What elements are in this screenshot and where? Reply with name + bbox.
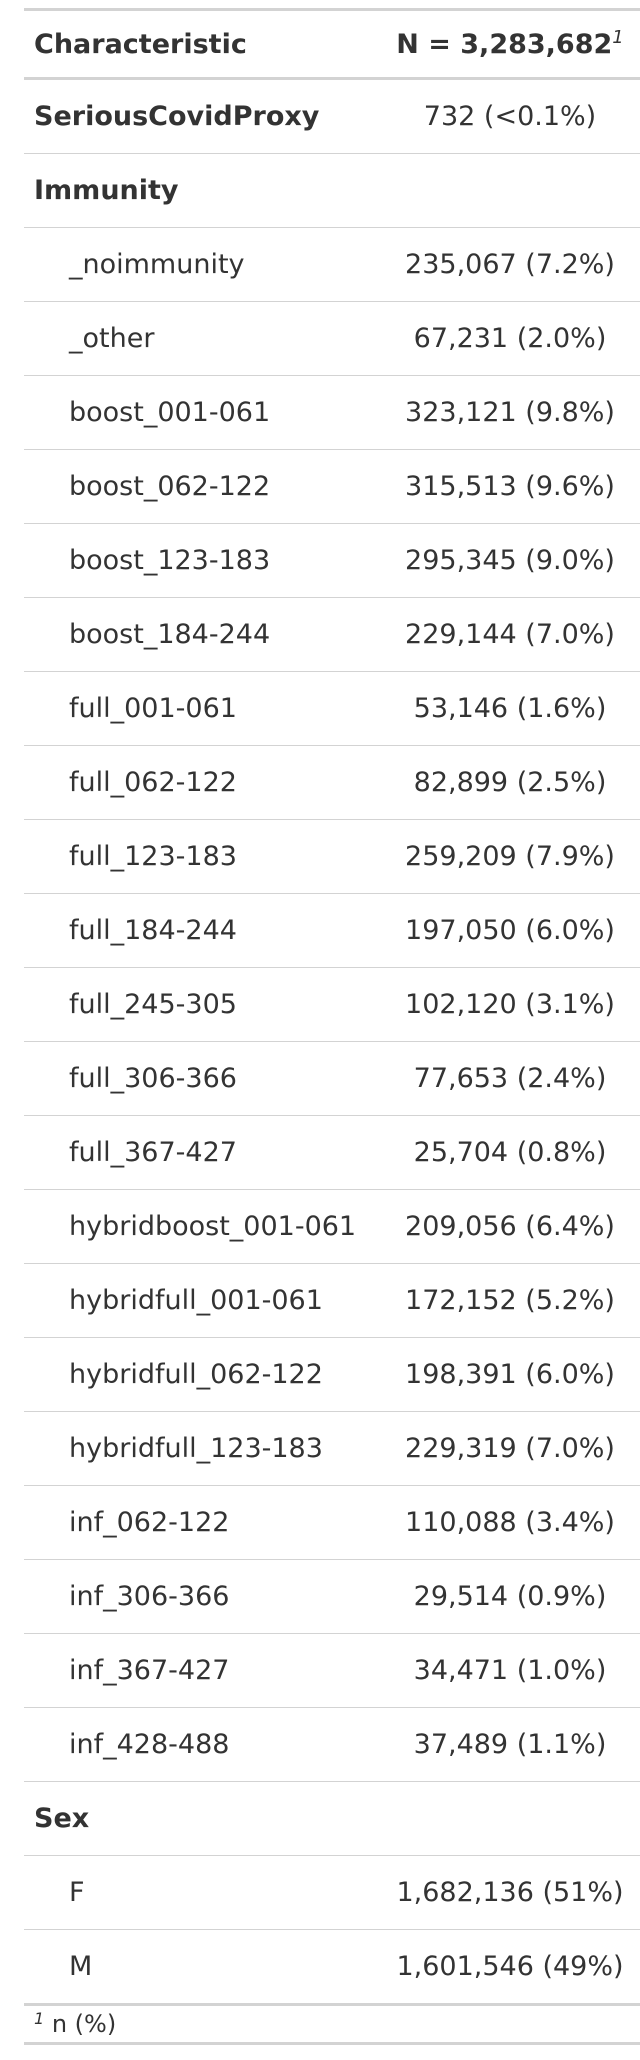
- level-row: hybridfull_062-122 198,391 (6.0%): [24, 1338, 640, 1412]
- n-column-header: N = 3,283,6821: [380, 10, 640, 79]
- level-row: inf_367-427 34,471 (1.0%): [24, 1634, 640, 1708]
- count-percent-value: 1,682,136 (51%): [396, 1877, 624, 1908]
- count-percent-value: 229,319 (7.0%): [405, 1433, 615, 1464]
- count-percent-value: 102,120 (3.1%): [405, 989, 615, 1020]
- summary-table: Characteristic N = 3,283,6821 SeriousCov…: [24, 8, 640, 2045]
- count-percent-value: 197,050 (6.0%): [405, 915, 615, 946]
- level-row: full_123-183 259,209 (7.9%): [24, 820, 640, 894]
- level-label: hybridfull_001-061: [69, 1285, 323, 1316]
- level-row: M 1,601,546 (49%): [24, 1930, 640, 2005]
- level-label: _noimmunity: [69, 249, 245, 280]
- variable-row: Immunity: [24, 154, 640, 228]
- count-percent-value: 295,345 (9.0%): [405, 545, 615, 576]
- level-label: boost_184-244: [69, 619, 271, 650]
- level-label: inf_062-122: [69, 1507, 230, 1538]
- level-label: _other: [69, 323, 155, 354]
- count-percent-value: 732 (<0.1%): [423, 101, 597, 132]
- level-label: full_184-244: [69, 915, 237, 946]
- count-percent-value: 323,121 (9.8%): [405, 397, 615, 428]
- level-row: hybridboost_001-061 209,056 (6.4%): [24, 1190, 640, 1264]
- count-percent-value: 209,056 (6.4%): [405, 1211, 615, 1242]
- level-row: boost_184-244 229,144 (7.0%): [24, 598, 640, 672]
- count-percent-value: 29,514 (0.9%): [413, 1581, 607, 1612]
- level-row: full_184-244 197,050 (6.0%): [24, 894, 640, 968]
- level-row: _other 67,231 (2.0%): [24, 302, 640, 376]
- level-row: full_367-427 25,704 (0.8%): [24, 1116, 640, 1190]
- level-label: inf_306-366: [69, 1581, 230, 1612]
- count-percent-value: 229,144 (7.0%): [405, 619, 615, 650]
- variable-row: Sex: [24, 1782, 640, 1856]
- variable-label: SeriousCovidProxy: [34, 101, 320, 132]
- level-row: full_306-366 77,653 (2.4%): [24, 1042, 640, 1116]
- count-percent-value: 235,067 (7.2%): [405, 249, 615, 280]
- table-footer: 1 n (%): [24, 2005, 640, 2044]
- count-percent-value: 67,231 (2.0%): [413, 323, 607, 354]
- count-percent-value: 172,152 (5.2%): [405, 1285, 615, 1316]
- summary-table-container: Characteristic N = 3,283,6821 SeriousCov…: [24, 8, 640, 2045]
- level-row: full_001-061 53,146 (1.6%): [24, 672, 640, 746]
- footnote-row: 1 n (%): [24, 2005, 640, 2044]
- level-row: F 1,682,136 (51%): [24, 1856, 640, 1930]
- n-footnote-mark: 1: [612, 26, 624, 48]
- footnote-mark: 1: [34, 2009, 45, 2028]
- n-total-label: N = 3,283,682: [396, 28, 613, 60]
- level-row: _noimmunity 235,067 (7.2%): [24, 228, 640, 302]
- count-percent-value: 37,489 (1.1%): [413, 1729, 607, 1760]
- characteristic-column-header: Characteristic: [34, 28, 247, 60]
- level-label: M: [69, 1951, 93, 1982]
- level-row: hybridfull_001-061 172,152 (5.2%): [24, 1264, 640, 1338]
- count-percent-value: 25,704 (0.8%): [413, 1137, 607, 1168]
- level-row: inf_062-122 110,088 (3.4%): [24, 1486, 640, 1560]
- count-percent-value: 259,209 (7.9%): [405, 841, 615, 872]
- level-label: full_123-183: [69, 841, 237, 872]
- level-label: F: [69, 1877, 85, 1908]
- level-row: hybridfull_123-183 229,319 (7.0%): [24, 1412, 640, 1486]
- level-label: boost_001-061: [69, 397, 271, 428]
- level-label: boost_123-183: [69, 545, 271, 576]
- level-label: boost_062-122: [69, 471, 271, 502]
- count-percent-value: 1,601,546 (49%): [396, 1951, 624, 1982]
- level-label: hybridfull_123-183: [69, 1433, 323, 1464]
- level-label: full_306-366: [69, 1063, 237, 1094]
- header-row: Characteristic N = 3,283,6821: [24, 9, 640, 79]
- level-row: full_245-305 102,120 (3.1%): [24, 968, 640, 1042]
- level-label: inf_428-488: [69, 1729, 230, 1760]
- count-percent-value: 82,899 (2.5%): [413, 767, 607, 798]
- level-row: inf_428-488 37,489 (1.1%): [24, 1708, 640, 1782]
- level-row: boost_001-061 323,121 (9.8%): [24, 376, 640, 450]
- level-row: boost_123-183 295,345 (9.0%): [24, 524, 640, 598]
- level-row: boost_062-122 315,513 (9.6%): [24, 450, 640, 524]
- level-row: full_062-122 82,899 (2.5%): [24, 746, 640, 820]
- level-label: hybridfull_062-122: [69, 1359, 323, 1390]
- variable-label: Immunity: [34, 175, 179, 206]
- level-label: full_367-427: [69, 1137, 237, 1168]
- count-percent-value: 198,391 (6.0%): [405, 1359, 615, 1390]
- count-percent-value: 53,146 (1.6%): [413, 693, 607, 724]
- count-percent-value: 315,513 (9.6%): [405, 471, 615, 502]
- level-label: hybridboost_001-061: [69, 1211, 357, 1242]
- count-percent-value: 77,653 (2.4%): [413, 1063, 607, 1094]
- level-label: full_001-061: [69, 693, 237, 724]
- table-body: SeriousCovidProxy 732 (<0.1%) Immunity _noi…: [24, 79, 640, 2005]
- footnote-cell: 1 n (%): [24, 2005, 640, 2044]
- table-header: Characteristic N = 3,283,6821: [24, 9, 640, 79]
- count-percent-value: [380, 154, 640, 228]
- count-percent-value: 110,088 (3.4%): [405, 1507, 615, 1538]
- level-label: inf_367-427: [69, 1655, 230, 1686]
- footnote-text: n (%): [51, 2010, 117, 2038]
- variable-label: Sex: [34, 1803, 90, 1834]
- level-row: inf_306-366 29,514 (0.9%): [24, 1560, 640, 1634]
- level-label: full_245-305: [69, 989, 237, 1020]
- count-percent-value: 34,471 (1.0%): [413, 1655, 607, 1686]
- count-percent-value: [380, 1782, 640, 1856]
- level-label: full_062-122: [69, 767, 237, 798]
- variable-row: SeriousCovidProxy 732 (<0.1%): [24, 79, 640, 154]
